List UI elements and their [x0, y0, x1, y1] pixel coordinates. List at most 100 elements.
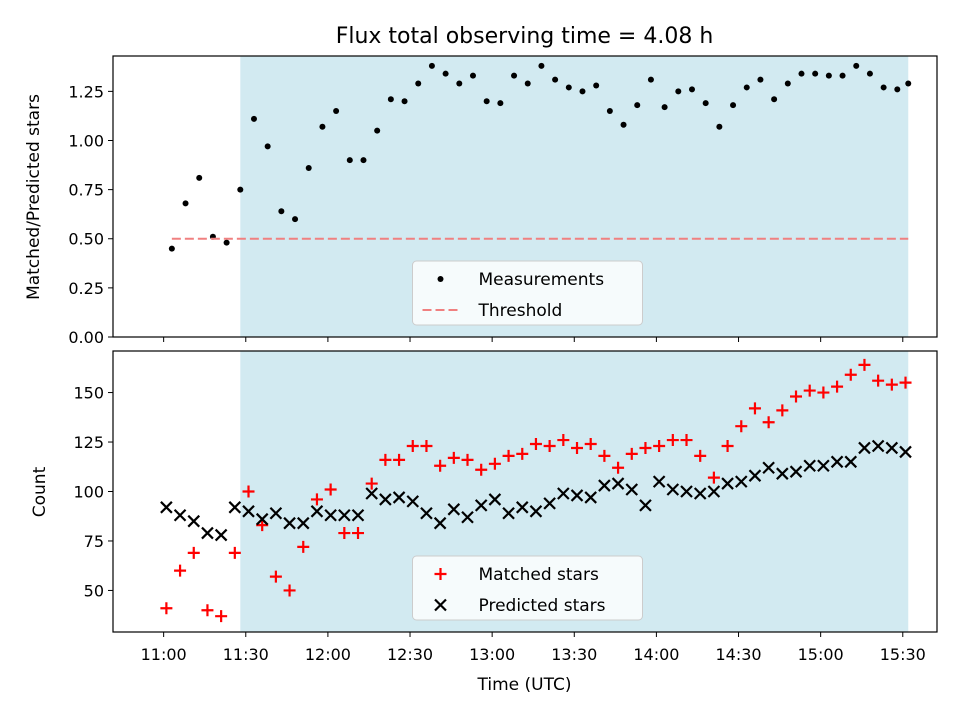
bottom-y-tick-label: 50 [84, 581, 104, 600]
top-y-tick-label: 1.25 [68, 82, 104, 101]
matched-star-point [625, 447, 638, 460]
predicted-star-point [406, 495, 420, 508]
measurement-point [524, 80, 531, 87]
bottom-x-tick-label: 11:30 [223, 645, 269, 664]
legend-predicted-marker [434, 598, 447, 612]
top-y-tick-label: 0.00 [68, 328, 104, 347]
predicted-star-point [269, 506, 283, 520]
predicted-star-point [392, 491, 406, 504]
legend-entry-label: Predicted stars [479, 596, 606, 616]
predicted-star-point [433, 516, 447, 530]
matched-star-point [557, 434, 570, 447]
predicted-star-point [707, 485, 721, 498]
matched-star-point [228, 546, 241, 559]
matched-star-point [406, 439, 419, 452]
measurement-point [771, 96, 778, 103]
predicted-star-point [283, 516, 296, 530]
predicted-star-point [693, 487, 707, 500]
matched-star-point [488, 457, 501, 470]
predicted-star-point [365, 487, 378, 500]
predicted-star-point [776, 467, 789, 480]
measurement-point [702, 100, 709, 107]
matched-star-point [885, 378, 898, 391]
top-legend: Measurements Threshold [412, 260, 643, 326]
measurement-point [825, 72, 832, 79]
measurement-point [894, 86, 901, 93]
predicted-star-point [296, 516, 310, 530]
measurement-point [333, 108, 340, 115]
predicted-star-point [734, 475, 748, 488]
measurement-point [401, 98, 408, 105]
measurement-point [866, 70, 873, 77]
measurement-point [565, 84, 572, 91]
predicted-star-point [557, 487, 570, 500]
measurement-point [292, 216, 299, 223]
predicted-star-point [625, 483, 639, 496]
predicted-star-point [830, 455, 844, 469]
matched-star-point [872, 374, 885, 387]
top-y-axis-label: Matched/Predicted stars [24, 94, 44, 300]
measurement-point [552, 76, 559, 83]
matched-star-point [352, 527, 365, 540]
matched-star-point [174, 564, 187, 577]
predicted-star-point [598, 479, 611, 492]
predicted-star-point [173, 508, 187, 522]
predicted-star-point [447, 503, 461, 516]
predicted-star-point [803, 459, 816, 473]
matched-star-point [187, 546, 200, 559]
matched-star-point [201, 604, 214, 617]
predicted-star-point [488, 493, 502, 506]
matched-star-point [639, 441, 652, 454]
matched-star-point [762, 416, 775, 429]
matched-star-point [393, 453, 406, 466]
measurement-point [346, 157, 353, 164]
matched-star-point [324, 483, 337, 496]
matched-star-point [831, 380, 844, 393]
measurement-point [620, 121, 627, 128]
matched-star-point [666, 434, 679, 447]
measurement-point [743, 84, 750, 91]
measurement-point [511, 72, 518, 79]
measurement-point [839, 72, 846, 79]
measurement-point [278, 208, 285, 215]
measurement-point [319, 123, 326, 130]
matched-star-point [447, 451, 460, 464]
measurement-point [538, 62, 545, 69]
predicted-star-point [338, 508, 351, 522]
matched-star-point [310, 493, 323, 506]
legend-entry-label: Matched stars [479, 565, 599, 585]
predicted-star-point [748, 469, 762, 482]
measurement-point [456, 80, 463, 87]
matched-star-point [379, 453, 392, 466]
bottom-x-tick-label: 14:30 [715, 645, 761, 664]
measurement-point [387, 96, 394, 103]
top-y-tick-label: 0.75 [68, 181, 104, 200]
measurement-point [798, 70, 805, 77]
bottom-axes-frame [112, 350, 938, 633]
measurement-point [853, 62, 860, 69]
matched-star-point [817, 386, 830, 399]
predicted-star-point [351, 508, 365, 522]
measurement-point [730, 102, 737, 109]
matched-star-point [680, 434, 693, 447]
matched-star-point [461, 453, 474, 466]
predicted-star-point [502, 506, 515, 520]
bottom-x-tick-label: 15:00 [798, 645, 844, 664]
measurement-point [196, 174, 203, 181]
predicted-star-point [721, 477, 734, 490]
predicted-star-point [789, 465, 803, 478]
legend-entry-label: Measurements [479, 270, 605, 290]
predicted-star-point [255, 512, 269, 526]
measurement-point [606, 108, 613, 115]
matched-star-point [612, 461, 625, 474]
predicted-star-point [899, 445, 912, 459]
measurement-point [428, 62, 435, 69]
matched-star-point [420, 439, 433, 452]
predicted-star-point [844, 455, 858, 469]
matched-star-point [694, 449, 707, 462]
matched-star-point [858, 358, 871, 371]
matched-star-point [269, 570, 282, 583]
measurement-point [757, 76, 764, 83]
matched-star-point [365, 477, 378, 490]
